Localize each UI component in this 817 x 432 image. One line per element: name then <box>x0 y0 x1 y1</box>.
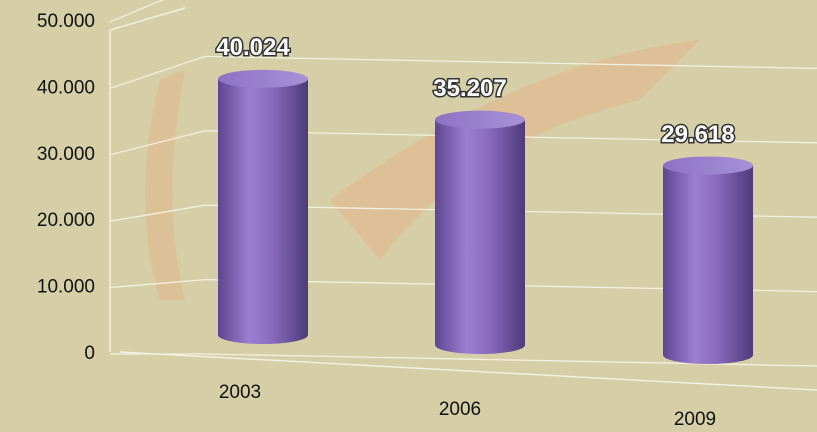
x-tick-label: 2003 <box>219 382 261 403</box>
data-label: 35.207 <box>433 75 506 102</box>
grid-line <box>110 299 205 354</box>
bar <box>218 69 308 344</box>
watermark <box>145 70 185 300</box>
bar <box>435 110 525 354</box>
bar <box>663 156 753 364</box>
y-tick-label: 10.000 <box>37 277 95 298</box>
data-label: 40.024 <box>216 34 290 61</box>
cylinder-body <box>663 165 753 364</box>
grid-line <box>109 130 817 156</box>
cylinder-top <box>218 69 308 88</box>
grid-line <box>110 353 817 367</box>
y-tick-label: 20.000 <box>37 210 95 231</box>
cylinder-body <box>218 78 308 344</box>
watermark <box>330 40 700 260</box>
y-tick-label: 50.000 <box>37 11 95 32</box>
x-tick-label: 2009 <box>674 409 716 430</box>
y-tick-label: 40.000 <box>37 77 95 98</box>
cylinder-top <box>435 110 525 129</box>
grid-line <box>109 278 817 293</box>
y-tick-label: 0 <box>84 343 95 364</box>
grid-line <box>109 204 817 222</box>
grid-line <box>110 0 205 22</box>
grid-line <box>109 0 164 23</box>
grid-line <box>109 55 817 90</box>
data-label: 29.618 <box>661 121 734 148</box>
floor-edge <box>119 351 817 391</box>
x-tick-label: 2006 <box>439 399 481 420</box>
cylinder-body <box>435 119 525 354</box>
wall-edge <box>109 7 186 31</box>
cylinder-top <box>663 156 753 175</box>
y-tick-label: 30.000 <box>37 144 95 165</box>
